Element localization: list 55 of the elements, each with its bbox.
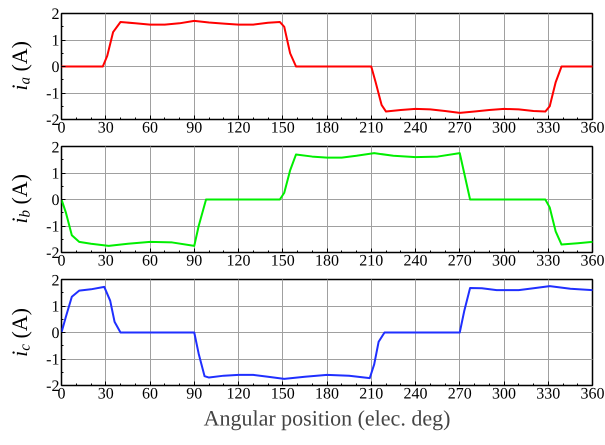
x-tick-label: 60 <box>142 252 158 270</box>
y-tick-label: 2 <box>52 272 60 290</box>
x-tick-label: 270 <box>448 386 472 402</box>
y-tick-label: 1 <box>52 166 60 182</box>
y-tick-label: 2 <box>52 6 60 23</box>
x-tick-label: 270 <box>448 120 472 136</box>
x-tick-label: 90 <box>186 120 202 136</box>
x-tick-label: 150 <box>270 386 295 402</box>
x-tick-label: 240 <box>404 252 428 270</box>
x-tick-label: 210 <box>359 386 384 402</box>
x-tick-label: 30 <box>98 252 114 270</box>
x-tick-label: 120 <box>226 386 250 402</box>
x-tick-label: 30 <box>98 120 114 136</box>
y-tick-label: -1 <box>46 352 60 368</box>
x-tick-label: 120 <box>226 120 250 136</box>
x-tick-label: 180 <box>315 252 339 270</box>
line-series <box>62 285 592 380</box>
y-tick-label: 1 <box>52 32 60 50</box>
x-tick-label: 90 <box>186 386 202 402</box>
x-tick-label: 240 <box>404 120 428 136</box>
x-tick-label: 180 <box>315 120 339 136</box>
x-tick-label: 300 <box>492 386 516 402</box>
x-tick-label: 330 <box>536 120 560 136</box>
x-tick-label: 210 <box>359 120 384 136</box>
line-series <box>62 20 592 114</box>
x-tick-label: 270 <box>448 252 472 270</box>
x-tick-label: 180 <box>315 386 339 402</box>
y-tick-label: 2 <box>52 140 60 156</box>
y-tick-label: -2 <box>46 112 60 129</box>
y-tick-label: 1 <box>52 298 60 316</box>
x-tick-label: 30 <box>98 386 114 402</box>
x-tick-label: 60 <box>142 386 158 402</box>
x-tick-label: 60 <box>142 120 158 136</box>
x-tick-label: 150 <box>270 252 295 270</box>
x-axis-title: Angular position (elec. deg) <box>204 406 450 430</box>
x-tick-label: 150 <box>270 120 295 136</box>
y-tick-label: -2 <box>46 245 60 262</box>
y-tick-label: 0 <box>52 192 60 209</box>
y-tick-label: 0 <box>52 59 60 76</box>
y-tick-label: -1 <box>46 218 60 236</box>
x-tick-label: 240 <box>404 386 428 402</box>
x-tick-label: 360 <box>580 386 604 402</box>
y-tick-label: -2 <box>46 378 60 395</box>
x-tick-label: 330 <box>536 386 560 402</box>
x-tick-label: 360 <box>580 120 604 136</box>
x-tick-label: 330 <box>536 252 560 270</box>
x-tick-label: 360 <box>580 252 604 270</box>
x-tick-label: 210 <box>359 252 384 270</box>
x-tick-label: 120 <box>226 252 250 270</box>
x-tick-label: 300 <box>492 252 516 270</box>
line-series <box>62 152 592 247</box>
x-tick-label: 90 <box>186 252 202 270</box>
y-tick-label: 0 <box>52 325 60 342</box>
y-tick-label: -1 <box>46 86 60 102</box>
x-tick-label: 300 <box>492 120 516 136</box>
